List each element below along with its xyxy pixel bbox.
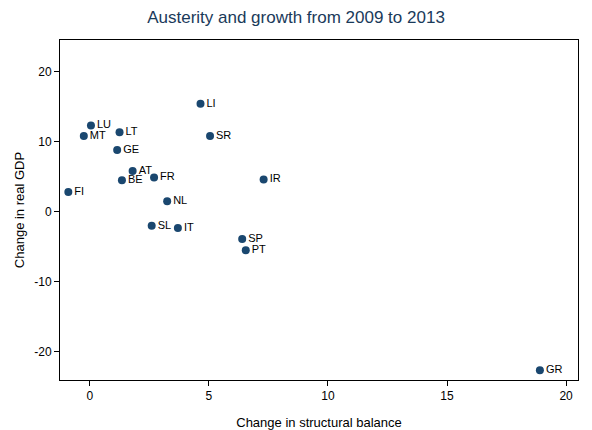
svg-text:Change in structural balance: Change in structural balance	[236, 415, 402, 430]
svg-text:-20: -20	[34, 345, 52, 359]
svg-text:FI: FI	[74, 185, 84, 197]
svg-text:GR: GR	[546, 363, 563, 375]
svg-text:IT: IT	[184, 221, 194, 233]
svg-text:SR: SR	[216, 129, 231, 141]
svg-text:-10: -10	[34, 275, 52, 289]
svg-text:BE: BE	[128, 173, 143, 185]
svg-text:10: 10	[38, 135, 52, 149]
svg-text:AT: AT	[139, 164, 153, 176]
svg-text:MT: MT	[90, 129, 106, 141]
svg-text:FR: FR	[160, 170, 175, 182]
svg-text:SL: SL	[158, 219, 171, 231]
svg-text:20: 20	[559, 389, 573, 403]
svg-text:LT: LT	[126, 125, 138, 137]
svg-text:LI: LI	[207, 97, 216, 109]
svg-text:Austerity and growth from 2009: Austerity and growth from 2009 to 2013	[147, 8, 445, 27]
svg-text:GE: GE	[123, 143, 139, 155]
svg-text:15: 15	[440, 389, 454, 403]
svg-text:0: 0	[45, 205, 52, 219]
svg-text:Change in real GDP: Change in real GDP	[12, 152, 27, 268]
svg-text:IR: IR	[270, 172, 281, 184]
svg-text:0: 0	[86, 389, 93, 403]
svg-text:SP: SP	[248, 232, 263, 244]
svg-text:PT: PT	[252, 243, 266, 255]
svg-text:10: 10	[321, 389, 335, 403]
svg-text:20: 20	[38, 65, 52, 79]
svg-text:LU: LU	[97, 118, 111, 130]
svg-text:NL: NL	[173, 194, 187, 206]
svg-text:5: 5	[206, 389, 213, 403]
